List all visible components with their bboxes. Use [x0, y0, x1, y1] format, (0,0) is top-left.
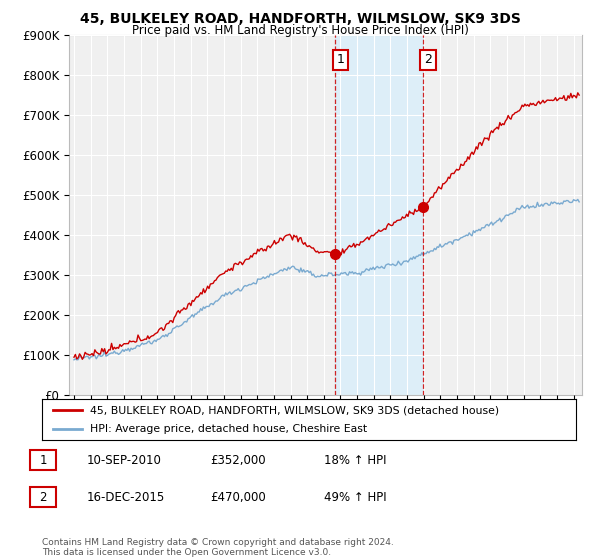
- Text: 2: 2: [40, 491, 47, 504]
- Text: 16-DEC-2015: 16-DEC-2015: [87, 491, 165, 504]
- Text: 18% ↑ HPI: 18% ↑ HPI: [324, 454, 386, 467]
- Text: Price paid vs. HM Land Registry's House Price Index (HPI): Price paid vs. HM Land Registry's House …: [131, 24, 469, 37]
- Text: 49% ↑ HPI: 49% ↑ HPI: [324, 491, 386, 504]
- Text: 45, BULKELEY ROAD, HANDFORTH, WILMSLOW, SK9 3DS (detached house): 45, BULKELEY ROAD, HANDFORTH, WILMSLOW, …: [90, 405, 499, 415]
- Text: 1: 1: [40, 454, 47, 467]
- Text: Contains HM Land Registry data © Crown copyright and database right 2024.
This d: Contains HM Land Registry data © Crown c…: [42, 538, 394, 557]
- Text: 2: 2: [424, 53, 432, 67]
- Bar: [335, 35, 423, 395]
- Text: 45, BULKELEY ROAD, HANDFORTH, WILMSLOW, SK9 3DS: 45, BULKELEY ROAD, HANDFORTH, WILMSLOW, …: [80, 12, 520, 26]
- Text: HPI: Average price, detached house, Cheshire East: HPI: Average price, detached house, Ches…: [90, 424, 367, 433]
- Text: £470,000: £470,000: [210, 491, 266, 504]
- Text: 10-SEP-2010: 10-SEP-2010: [87, 454, 162, 467]
- Text: £352,000: £352,000: [210, 454, 266, 467]
- Text: 1: 1: [337, 53, 344, 67]
